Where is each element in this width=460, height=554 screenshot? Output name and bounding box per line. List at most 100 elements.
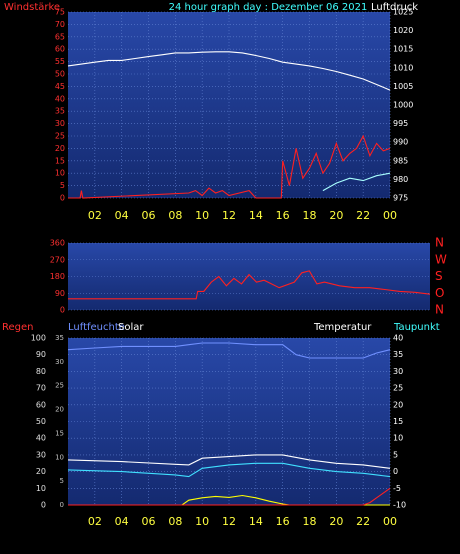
y3-tick-label: 5 (60, 477, 64, 485)
y-tick-label: 40 (36, 434, 46, 443)
x-tick-label: 18 (303, 515, 317, 528)
y3-tick-label: 15 (55, 429, 64, 437)
y-tick-label: 35 (55, 107, 65, 116)
series-line (68, 487, 391, 506)
x-tick-label: 20 (329, 209, 343, 222)
y-tick-label: 0 (41, 501, 46, 510)
y-tick-label: 60 (55, 45, 65, 54)
x-tick-label: 02 (88, 515, 102, 528)
series-line (67, 454, 391, 469)
y3-tick-label: 30 (55, 358, 64, 366)
y2-tick-label: 990 (393, 138, 408, 147)
y3-tick-label: 25 (55, 382, 64, 390)
y-tick-label: 270 (50, 255, 65, 264)
axis-header: Solar (118, 322, 144, 333)
axis-header: Luftfeuchte (68, 322, 125, 333)
y-tick-label: 360 (50, 239, 65, 248)
axis-header: Regen (2, 322, 34, 333)
y-tick-label: 15 (55, 156, 65, 165)
y-tick-label: 50 (55, 70, 65, 79)
x-tick-label: 08 (168, 515, 182, 528)
y-tick-label: 25 (55, 132, 65, 141)
series-line (67, 342, 391, 359)
y-axis-label: Windstärke (4, 2, 60, 13)
y2-tick-label: 35 (393, 350, 403, 359)
y2-tick-label: 1005 (393, 82, 413, 91)
x-tick-label: 04 (115, 515, 129, 528)
y-tick-label: 30 (55, 119, 65, 128)
y-tick-label: 60 (36, 400, 46, 409)
y-tick-label: 5 (60, 181, 65, 190)
y2-tick-label: N (435, 303, 444, 317)
y-tick-label: 55 (55, 57, 65, 66)
y-tick-label: 70 (55, 20, 65, 29)
y-tick-label: 90 (55, 289, 65, 298)
y2-tick-label: 1000 (393, 101, 413, 110)
series-line (67, 462, 391, 478)
x-tick-label: 00 (383, 515, 397, 528)
y2-tick-label: 975 (393, 194, 408, 203)
y2-tick-label: 40 (393, 334, 403, 343)
y-tick-label: 20 (55, 144, 65, 153)
y2-tick-label: -5 (393, 484, 401, 493)
y2-tick-label: 985 (393, 156, 408, 165)
y3-tick-label: 10 (55, 453, 64, 461)
x-tick-label: 12 (222, 209, 236, 222)
x-tick-label: 22 (356, 209, 370, 222)
y2-tick-label: 1015 (393, 45, 413, 54)
y2-tick-label: 15 (393, 417, 403, 426)
x-tick-label: 08 (168, 209, 182, 222)
y-tick-label: 100 (31, 334, 46, 343)
y2-tick-label: 0 (393, 467, 398, 476)
x-tick-label: 14 (249, 515, 263, 528)
y3-tick-label: 0 (60, 501, 64, 509)
x-tick-label: 14 (249, 209, 263, 222)
y2-tick-label: 1020 (393, 26, 413, 35)
y-tick-label: 65 (55, 32, 65, 41)
y-tick-label: 75 (55, 8, 65, 17)
x-tick-label: 00 (383, 209, 397, 222)
x-tick-label: 16 (276, 209, 290, 222)
y-tick-label: 80 (36, 367, 46, 376)
x-tick-label: 06 (142, 209, 156, 222)
x-tick-label: 10 (195, 209, 209, 222)
y2-tick-label: 980 (393, 175, 408, 184)
y-tick-label: 0 (60, 306, 65, 315)
x-tick-label: 06 (142, 515, 156, 528)
x-tick-label: 18 (303, 209, 317, 222)
y-tick-label: 50 (36, 417, 46, 426)
x-tick-label: 20 (329, 515, 343, 528)
y2-tick-label: 995 (393, 119, 408, 128)
x-tick-label: 02 (88, 209, 102, 222)
y2-tick-label: 20 (393, 400, 403, 409)
x-tick-label: 10 (195, 515, 209, 528)
y2-tick-label: 5 (393, 450, 398, 459)
y-tick-label: 40 (55, 94, 65, 103)
y2-tick-label: 30 (393, 367, 403, 376)
x-tick-label: 04 (115, 209, 129, 222)
chart-title: 24 hour graph day : Dezember 06 2021 (169, 2, 368, 13)
series-line (322, 172, 391, 192)
y-tick-label: 180 (50, 272, 65, 281)
y2-tick-label: S (435, 269, 443, 283)
y-tick-label: 20 (36, 467, 46, 476)
y-tick-label: 0 (60, 194, 65, 203)
x-tick-label: 16 (276, 515, 290, 528)
x-tick-label: 22 (356, 515, 370, 528)
series-line (68, 494, 390, 506)
x-tick-label: 12 (222, 515, 236, 528)
y3-tick-label: 20 (55, 406, 64, 414)
y2-tick-label: W (435, 252, 447, 266)
y2-tick-label: 10 (393, 434, 403, 443)
axis-header: Temperatur (313, 322, 372, 333)
y-tick-label: 70 (36, 384, 46, 393)
y2-tick-label: -10 (393, 501, 406, 510)
y2-tick-label: 1010 (393, 63, 413, 72)
series-line (68, 134, 391, 199)
y-tick-label: 10 (55, 169, 65, 178)
series-line (68, 270, 431, 300)
y2-tick-label: N (435, 236, 444, 250)
y-tick-label: 30 (36, 450, 46, 459)
y3-tick-label: 35 (55, 334, 64, 342)
